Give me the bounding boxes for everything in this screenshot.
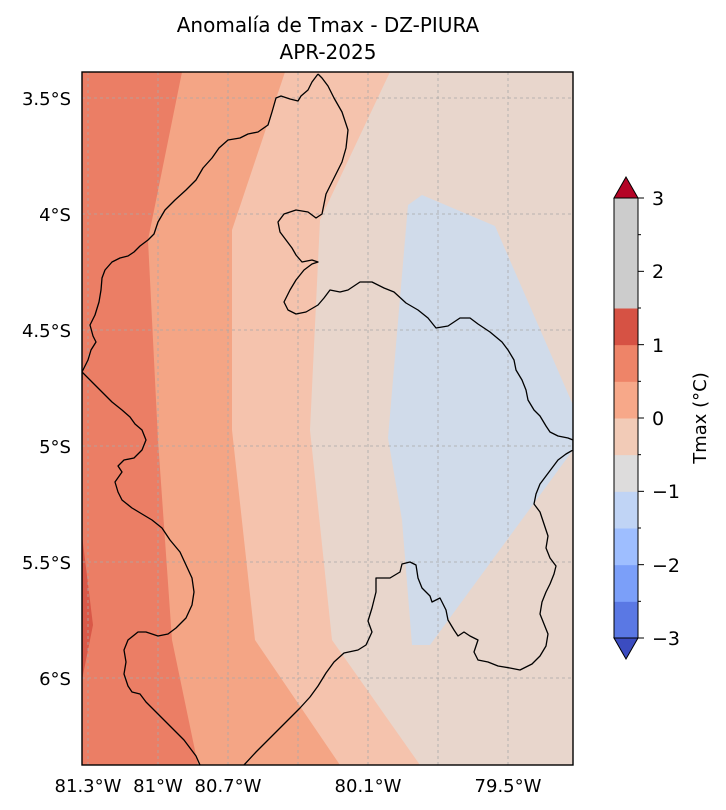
boundaries bbox=[82, 73, 573, 765]
y-tick-label: 4°S bbox=[39, 205, 71, 226]
x-tick-label: 80.1°W bbox=[335, 776, 402, 797]
y-tick-label: 4.5°S bbox=[22, 321, 71, 342]
colorbar: 3 2 1 0 −1 −2 −3 Tmax (°C) bbox=[613, 175, 711, 661]
colorbar-segment bbox=[614, 418, 638, 456]
y-tick-label: 3.5°S bbox=[22, 89, 71, 110]
anomaly-band-2-2.5 bbox=[82, 535, 93, 680]
colorbar-segment bbox=[614, 454, 638, 492]
anomaly-band-1.5-2 bbox=[82, 72, 198, 765]
colorbar-tick-label: −1 bbox=[652, 481, 680, 503]
colorbar-segment bbox=[614, 344, 638, 382]
colorbar-segment bbox=[614, 198, 638, 236]
colorbar-label: Tmax (°C) bbox=[690, 372, 711, 465]
colorbar-segment bbox=[614, 271, 638, 309]
x-tick-label: 80.7°W bbox=[195, 776, 262, 797]
colorbar-tick-label: −2 bbox=[652, 555, 680, 577]
x-tick-label: 81.3°W bbox=[55, 776, 122, 797]
x-tick-label: 81°W bbox=[133, 776, 183, 797]
anomaly-field bbox=[82, 72, 573, 765]
y-axis: 3.5°S 4°S 4.5°S 5°S 5.5°S 6°S bbox=[22, 89, 71, 690]
colorbar-tick-label: 1 bbox=[652, 335, 664, 357]
x-axis: 81.3°W 81°W 80.7°W 80.1°W 79.5°W bbox=[55, 776, 542, 797]
map-frame bbox=[81, 71, 574, 766]
piura-boundary bbox=[82, 73, 319, 765]
colorbar-segment bbox=[614, 381, 638, 419]
anomaly-band-neg0.5-0 bbox=[388, 195, 573, 645]
gridlines bbox=[82, 72, 573, 765]
y-tick-label: 5°S bbox=[39, 437, 71, 458]
map-subtitle: APR-2025 bbox=[280, 40, 377, 64]
colorbar-segment bbox=[614, 601, 638, 639]
colorbar-segment bbox=[614, 234, 638, 272]
colorbar-tick-label: 0 bbox=[652, 408, 664, 430]
colorbar-segment bbox=[614, 564, 638, 602]
y-tick-label: 5.5°S bbox=[22, 553, 71, 574]
x-tick-label: 79.5°W bbox=[475, 776, 542, 797]
colorbar-tick-label: 3 bbox=[652, 188, 664, 210]
colorbar-segment bbox=[614, 491, 638, 529]
colorbar-segment bbox=[614, 528, 638, 566]
colorbar-extend-min bbox=[613, 637, 639, 661]
y-tick-label: 6°S bbox=[39, 669, 71, 690]
colorbar-tick-label: 2 bbox=[652, 261, 664, 283]
colorbar-tick-label: −3 bbox=[652, 628, 680, 650]
map-title: Anomalía de Tmax - DZ-PIURA bbox=[177, 13, 480, 37]
colorbar-extend-max bbox=[613, 175, 639, 199]
colorbar-segment bbox=[614, 308, 638, 346]
